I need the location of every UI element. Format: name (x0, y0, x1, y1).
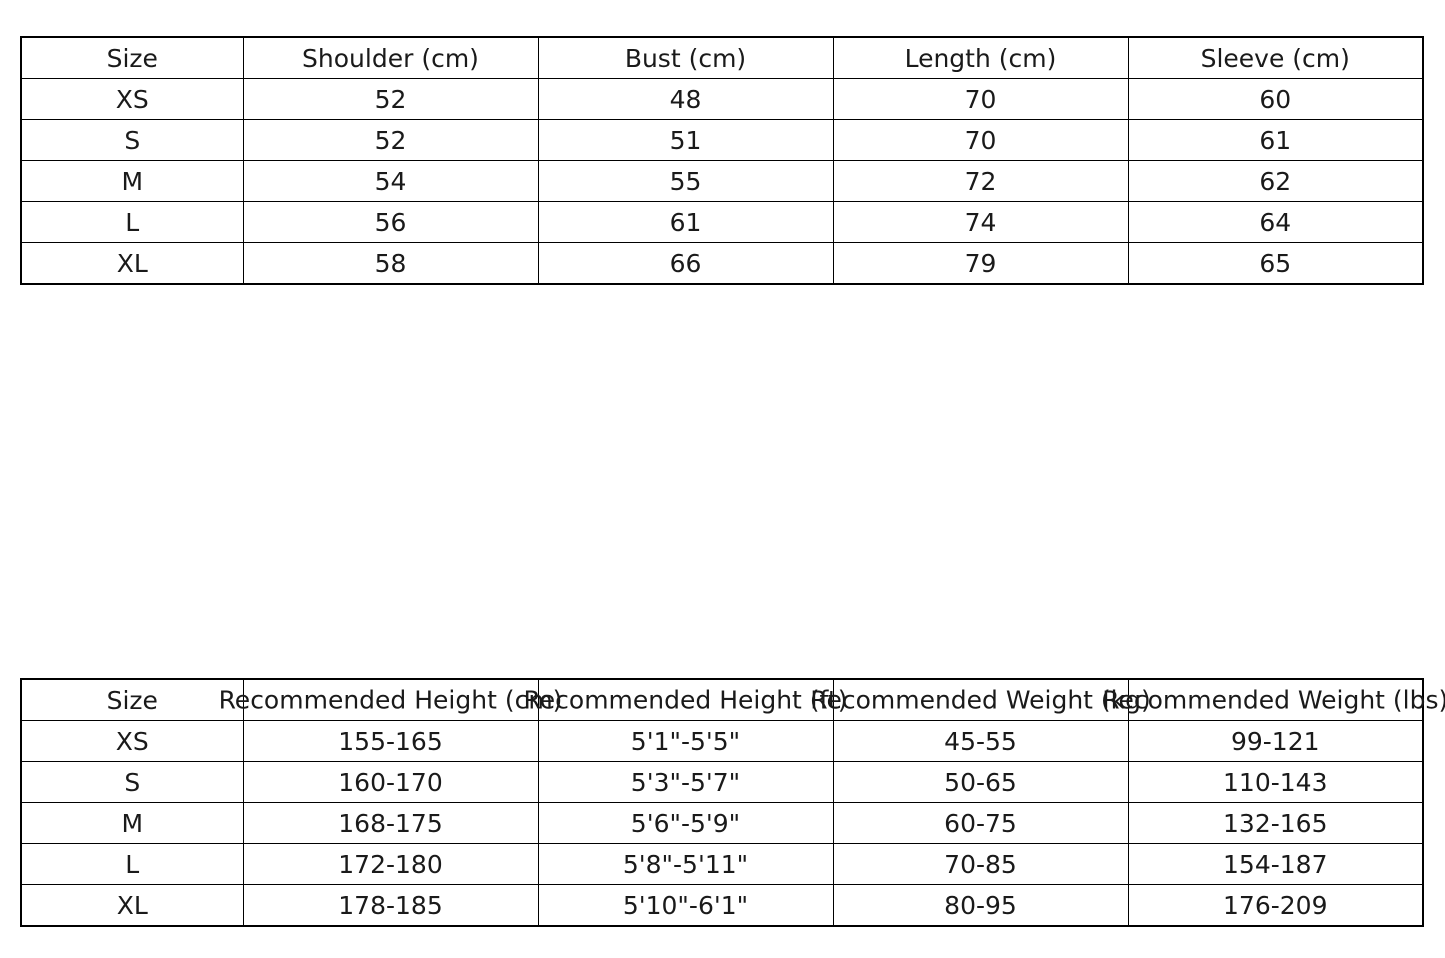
table-header-row: Size Recommended Height (cm) Recommended… (20, 678, 1445, 721)
column-header-weight-kg-label: Recommended Weight (kg) (810, 685, 1151, 715)
cell-height-cm: 172-180 (242, 843, 539, 885)
column-header-height-cm-label: Recommended Height (cm) (218, 685, 563, 715)
cell-height-ft: 5'1"-5'5" (537, 720, 834, 762)
cell-bust: 66 (537, 242, 834, 285)
cell-height-cm: 155-165 (242, 720, 539, 762)
cell-sleeve: 64 (1127, 201, 1424, 243)
cell-size: XL (20, 242, 244, 285)
cell-sleeve: 65 (1127, 242, 1424, 285)
cell-sleeve: 62 (1127, 160, 1424, 202)
cell-sleeve: 61 (1127, 119, 1424, 161)
cell-shoulder: 52 (242, 78, 539, 120)
table-row: XS 155-165 5'1"-5'5" 45-55 99-121 (20, 720, 1424, 762)
column-header-height-ft: Recommended Height (ft) (524, 678, 847, 721)
recommended-fit-table: Size Recommended Height (cm) Recommended… (20, 678, 1445, 927)
cell-length: 74 (832, 201, 1129, 243)
table-row: M 168-175 5'6"-5'9" 60-75 132-165 (20, 802, 1424, 844)
cell-bust: 51 (537, 119, 834, 161)
cell-height-ft: 5'3"-5'7" (537, 761, 834, 803)
cell-size: M (20, 160, 244, 202)
cell-size: L (20, 843, 244, 885)
cell-height-ft: 5'8"-5'11" (537, 843, 834, 885)
cell-weight-kg: 45-55 (832, 720, 1129, 762)
cell-height-cm: 178-185 (242, 884, 539, 927)
table-row: L 172-180 5'8"-5'11" 70-85 154-187 (20, 843, 1424, 885)
cell-weight-lbs: 110-143 (1127, 761, 1424, 803)
cell-size: XL (20, 884, 244, 927)
cell-size: L (20, 201, 244, 243)
column-header-weight-lbs: Recommended Weight (lbs) (1102, 678, 1445, 721)
cell-weight-kg: 70-85 (832, 843, 1129, 885)
cell-height-cm: 160-170 (242, 761, 539, 803)
cell-size: XS (20, 720, 244, 762)
cell-weight-kg: 50-65 (832, 761, 1129, 803)
cell-weight-lbs: 132-165 (1127, 802, 1424, 844)
table-row: M 54 55 72 62 (20, 160, 1424, 202)
cell-length: 72 (832, 160, 1129, 202)
column-header-sleeve: Sleeve (cm) (1127, 36, 1424, 79)
cell-weight-lbs: 176-209 (1127, 884, 1424, 927)
column-header-size: Size (20, 36, 244, 79)
cell-length: 70 (832, 119, 1129, 161)
cell-shoulder: 56 (242, 201, 539, 243)
cell-weight-kg: 60-75 (832, 802, 1129, 844)
cell-length: 70 (832, 78, 1129, 120)
garment-measurements-table: Size Shoulder (cm) Bust (cm) Length (cm)… (20, 36, 1424, 285)
cell-shoulder: 54 (242, 160, 539, 202)
cell-height-cm: 168-175 (242, 802, 539, 844)
cell-sleeve: 60 (1127, 78, 1424, 120)
cell-bust: 48 (537, 78, 834, 120)
table-row: XL 58 66 79 65 (20, 242, 1424, 285)
cell-shoulder: 58 (242, 242, 539, 285)
column-header-weight-kg: Recommended Weight (kg) (810, 678, 1151, 721)
table-row: L 56 61 74 64 (20, 201, 1424, 243)
column-header-height-ft-label: Recommended Height (ft) (523, 685, 848, 715)
cell-height-ft: 5'6"-5'9" (537, 802, 834, 844)
cell-size: S (20, 119, 244, 161)
cell-bust: 61 (537, 201, 834, 243)
cell-weight-kg: 80-95 (832, 884, 1129, 927)
table-header-row: Size Shoulder (cm) Bust (cm) Length (cm)… (20, 36, 1424, 79)
column-header-size: Size (20, 678, 244, 721)
table-row: S 52 51 70 61 (20, 119, 1424, 161)
table-row: XL 178-185 5'10"-6'1" 80-95 176-209 (20, 884, 1424, 927)
cell-bust: 55 (537, 160, 834, 202)
cell-size: M (20, 802, 244, 844)
cell-height-ft: 5'10"-6'1" (537, 884, 834, 927)
table-row: S 160-170 5'3"-5'7" 50-65 110-143 (20, 761, 1424, 803)
cell-shoulder: 52 (242, 119, 539, 161)
cell-length: 79 (832, 242, 1129, 285)
column-header-bust: Bust (cm) (537, 36, 834, 79)
column-header-shoulder: Shoulder (cm) (242, 36, 539, 79)
column-header-length: Length (cm) (832, 36, 1129, 79)
column-header-weight-lbs-label: Recommended Weight (lbs) (1102, 685, 1445, 715)
table-row: XS 52 48 70 60 (20, 78, 1424, 120)
cell-size: XS (20, 78, 244, 120)
cell-weight-lbs: 99-121 (1127, 720, 1424, 762)
cell-size: S (20, 761, 244, 803)
cell-weight-lbs: 154-187 (1127, 843, 1424, 885)
column-header-height-cm: Recommended Height (cm) (219, 678, 562, 721)
